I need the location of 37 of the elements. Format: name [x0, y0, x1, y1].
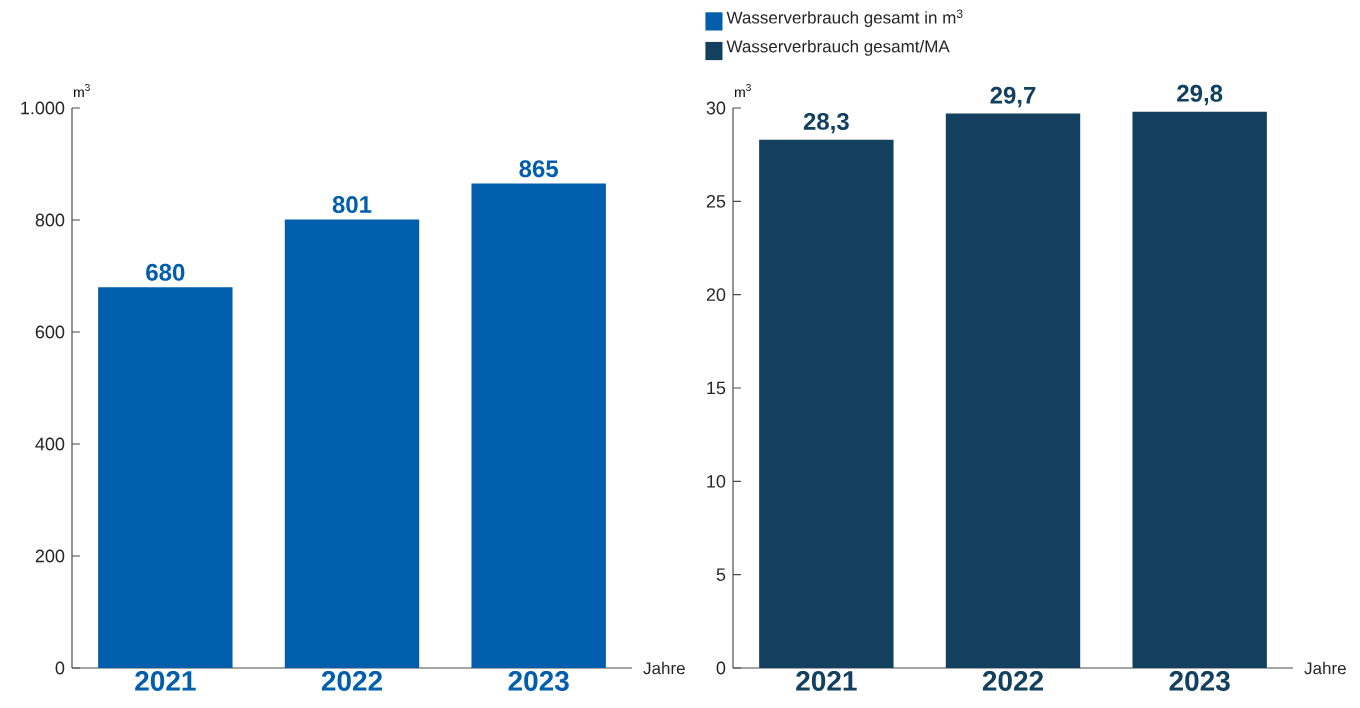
bar: [98, 287, 233, 668]
legend-label: Wasserverbrauch gesamt/MA: [726, 39, 950, 56]
x-tick-label: 2021: [135, 671, 196, 691]
bar: [1132, 111, 1267, 668]
x-tick-label: 2021: [796, 671, 857, 691]
y-tick-label: 15: [707, 381, 726, 395]
data-label: 680: [146, 263, 185, 281]
y-tick-label: 600: [35, 325, 65, 339]
y-tick-label: 20: [706, 288, 726, 302]
bar: [471, 183, 606, 668]
y-tick-label: 1.000: [21, 101, 65, 115]
y-tick-label: 400: [35, 437, 65, 451]
y-tick-label: 5: [716, 568, 726, 581]
data-label: 29,7: [990, 86, 1036, 108]
x-tick-label: 2023: [508, 671, 569, 691]
data-label: 29,8: [1177, 84, 1223, 106]
data-label: 801: [332, 196, 372, 214]
legend-label: Wasserverbrauch gesamt in m$^{3}$: [726, 9, 963, 27]
y-tick-label: 30: [706, 101, 726, 115]
x-axis-title: Jahre: [1304, 661, 1346, 675]
bar: [284, 219, 420, 668]
y-tick-label: 0: [716, 661, 726, 675]
bar: [759, 139, 894, 668]
x-tick-label: 2022: [982, 671, 1044, 691]
bar: [945, 113, 1081, 668]
data-label: 865: [519, 160, 558, 178]
y-axis-title: m$^{3}$: [735, 83, 751, 97]
y-tick-label: 10: [707, 474, 726, 488]
y-axis-title: m$^{3}$: [74, 83, 90, 97]
y-tick-label: 25: [706, 194, 726, 208]
y-tick-label: 200: [35, 549, 65, 563]
x-tick-label: 2023: [1169, 671, 1230, 691]
y-tick-label: 0: [55, 661, 65, 675]
y-tick-label: 800: [35, 213, 65, 227]
data-label: 28,3: [803, 112, 849, 134]
x-axis-title: Jahre: [643, 661, 685, 675]
x-tick-label: 2022: [321, 671, 383, 691]
